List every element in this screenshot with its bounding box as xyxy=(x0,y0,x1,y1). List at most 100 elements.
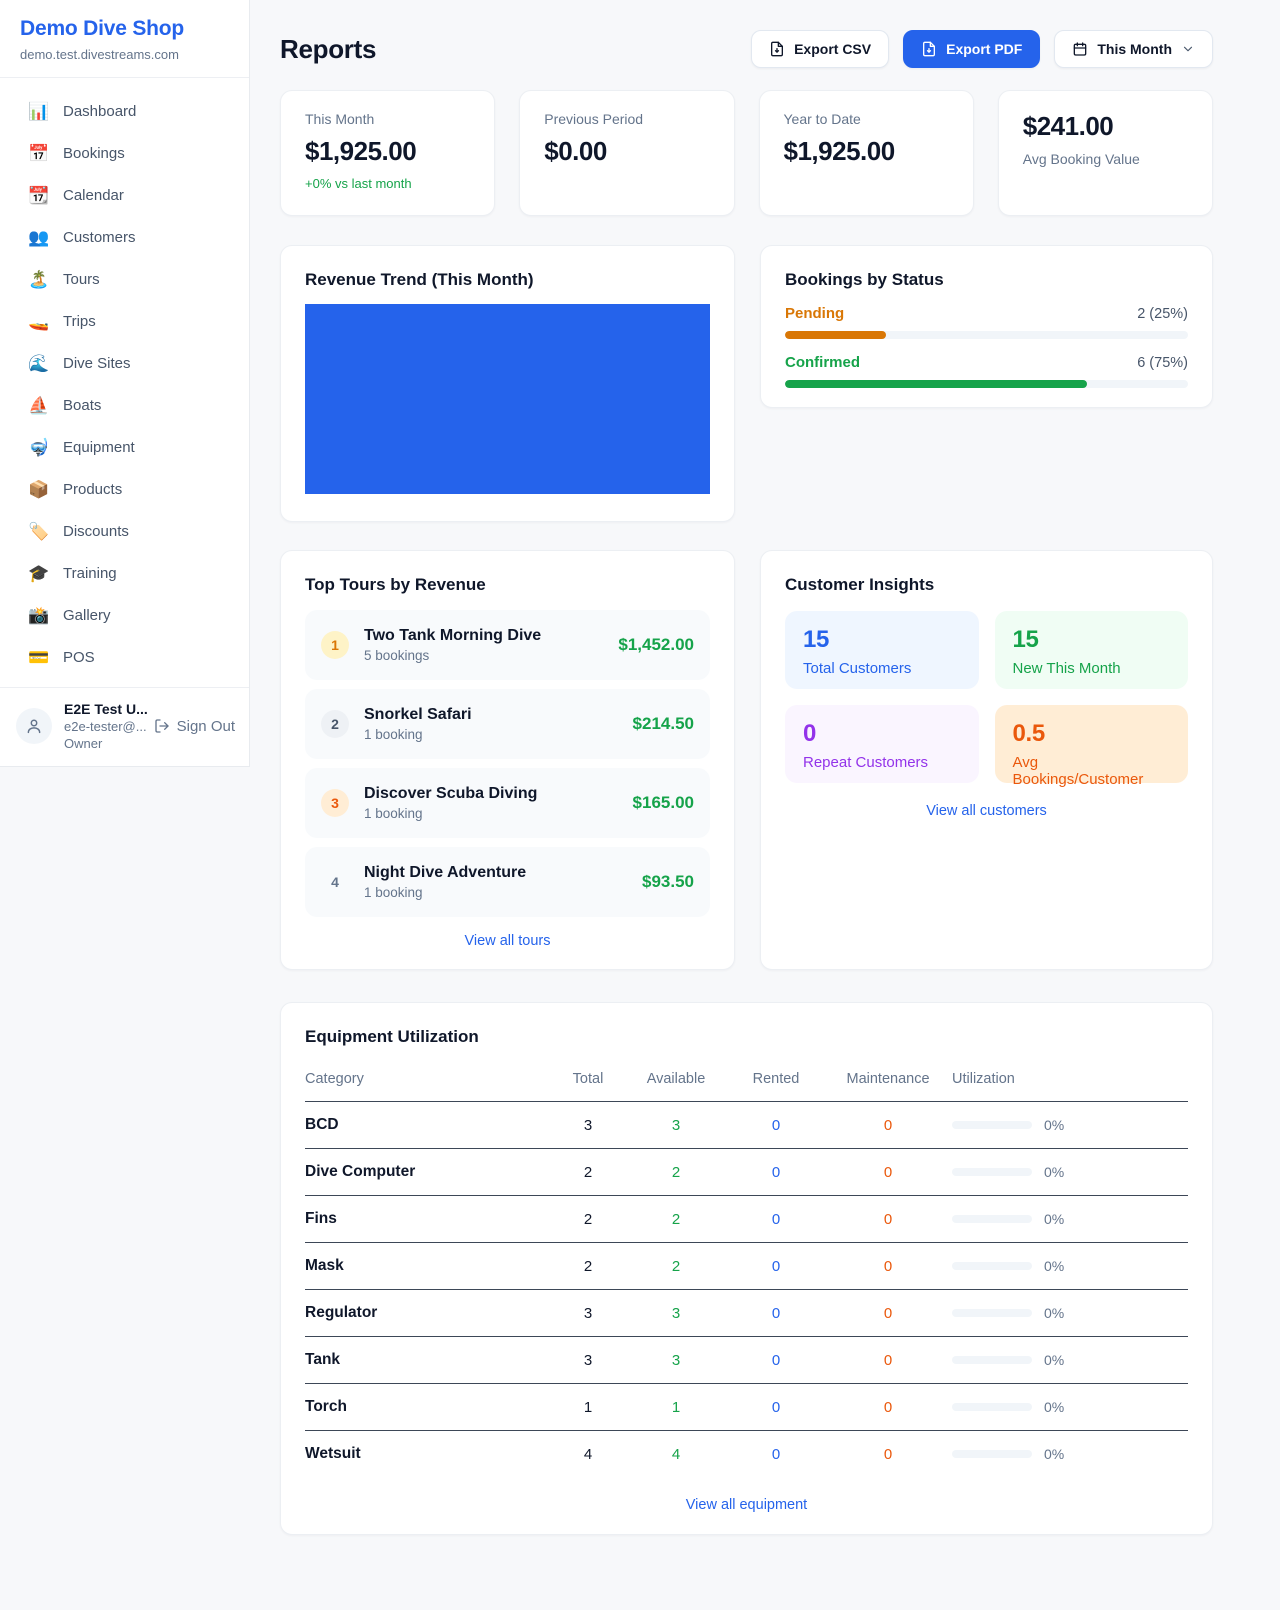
page-title: Reports xyxy=(280,33,377,64)
column-header-rented: Rented xyxy=(752,1071,800,1087)
equipment-category: Mask xyxy=(305,1257,344,1274)
equipment-utilization: 0% xyxy=(952,1305,1188,1321)
sidebar-item-equipment[interactable]: 🤿 Equipment xyxy=(0,427,249,469)
equipment-utilization-card: Equipment Utilization Category Total Avail… xyxy=(280,1002,1213,1535)
customer-insights-title: Customer Insights xyxy=(785,575,935,594)
column-header-utilization: Utilization xyxy=(952,1071,1015,1087)
utilization-bar-track xyxy=(952,1168,1032,1176)
sidebar-item-customers[interactable]: 👥 Customers xyxy=(0,217,249,259)
tour-bookings: 1 booking xyxy=(364,885,423,900)
rank-badge: 4 xyxy=(331,874,339,890)
equipment-utilization: 0% xyxy=(952,1352,1188,1368)
sidebar-item-trips[interactable]: 🚤 Trips xyxy=(0,301,249,343)
equipment-category: Torch xyxy=(305,1398,347,1415)
column-header-total: Total xyxy=(572,1071,604,1087)
stat-label: Avg Booking Value xyxy=(1022,151,1140,167)
export-pdf-button[interactable]: Export PDF xyxy=(903,30,1041,68)
sidebar-item-label: Gallery xyxy=(63,607,111,624)
equipment-maintenance: 0 xyxy=(883,1210,893,1228)
sidebar-item-products[interactable]: 📦 Products xyxy=(0,469,249,511)
equipment-available: 3 xyxy=(671,1351,681,1369)
sidebar-item-dashboard[interactable]: 📊 Dashboard xyxy=(0,91,249,133)
equipment-maintenance: 0 xyxy=(883,1257,893,1275)
sidebar: Demo Dive Shop demo.test.divestreams.com… xyxy=(0,0,250,767)
stat-card-year-to-date: Year to Date $1,925.00 xyxy=(758,90,974,216)
top-tours-title: Top Tours by Revenue xyxy=(305,575,486,594)
sidebar-item-pos[interactable]: 💳 POS xyxy=(0,637,249,679)
equipment-rented: 0 xyxy=(771,1304,781,1322)
equipment-row-tank: Tank 3 3 0 0 0% xyxy=(305,1337,1188,1384)
bookings-by-status-title: Bookings by Status xyxy=(785,270,944,289)
chevron-down-icon xyxy=(1183,46,1193,52)
sidebar-header: Demo Dive Shop demo.test.divestreams.com xyxy=(0,0,249,78)
tour-bookings: 1 booking xyxy=(364,727,423,742)
rank-badge: 3 xyxy=(321,789,349,817)
column-header-available: Available xyxy=(646,1071,706,1087)
equipment-total: 3 xyxy=(583,1304,593,1322)
stat-value: $1,925.00 xyxy=(305,136,417,166)
logout-icon xyxy=(154,719,169,733)
equipment-row-dive-computer: Dive Computer 2 2 0 0 0% xyxy=(305,1149,1188,1196)
utilization-percent: 0% xyxy=(1044,1352,1065,1368)
sidebar-item-boats[interactable]: ⛵ Boats xyxy=(0,385,249,427)
equipment-maintenance: 0 xyxy=(883,1304,893,1322)
equipment-category: Tank xyxy=(305,1351,341,1368)
utilization-percent: 0% xyxy=(1044,1258,1065,1274)
tear-off-calendar-icon: 📆 xyxy=(28,186,50,205)
file-download-icon xyxy=(923,41,936,57)
equipment-total: 2 xyxy=(583,1210,593,1228)
equipment-available: 4 xyxy=(671,1445,681,1463)
equipment-rented: 0 xyxy=(771,1257,781,1275)
export-csv-button[interactable]: Export CSV xyxy=(751,30,890,68)
equipment-utilization: 0% xyxy=(952,1446,1188,1462)
sidebar-item-tours[interactable]: 🏝️ Tours xyxy=(0,259,249,301)
equipment-total: 3 xyxy=(583,1351,593,1369)
rank-badge: 1 xyxy=(321,631,349,659)
status-bar-track xyxy=(785,380,1188,388)
page-header: Reports Export CSV Export PDF This Month xyxy=(280,30,1213,68)
export-pdf-label: Export PDF xyxy=(946,41,1023,57)
sidebar-item-calendar[interactable]: 📆 Calendar xyxy=(0,175,249,217)
insight-tile-new-this-month: 15 New This Month xyxy=(994,611,1188,689)
equipment-category: Dive Computer xyxy=(305,1163,416,1180)
stat-delta: +0% vs last month xyxy=(305,176,412,191)
view-all-equipment-link[interactable]: View all equipment xyxy=(685,1497,808,1513)
sign-out-button[interactable]: Sign Out xyxy=(154,718,235,735)
equipment-maintenance: 0 xyxy=(883,1445,893,1463)
status-bar-fill xyxy=(785,331,886,339)
period-dropdown[interactable]: This Month xyxy=(1054,30,1213,68)
utilization-percent: 0% xyxy=(1044,1305,1065,1321)
credit-card-icon: 💳 xyxy=(28,648,50,667)
sign-out-label: Sign Out xyxy=(176,717,235,735)
equipment-category: BCD xyxy=(305,1116,339,1133)
status-bar-track xyxy=(785,331,1188,339)
sidebar-item-training[interactable]: 🎓 Training xyxy=(0,553,249,595)
calendar-date-icon: 📅 xyxy=(28,144,50,163)
sidebar-item-bookings[interactable]: 📅 Bookings xyxy=(0,133,249,175)
stat-value: $241.00 xyxy=(1022,111,1114,141)
sidebar-item-label: Training xyxy=(63,565,117,582)
sidebar-item-gallery[interactable]: 📸 Gallery xyxy=(0,595,249,637)
equipment-available: 3 xyxy=(671,1304,681,1322)
sidebar-item-label: POS xyxy=(63,649,95,666)
tour-row-night-dive-adventure: 4 Night Dive Adventure 1 booking $93.50 xyxy=(305,847,710,917)
tour-bookings: 5 bookings xyxy=(364,648,430,663)
equipment-utilization: 0% xyxy=(952,1399,1188,1415)
equipment-total: 3 xyxy=(583,1116,593,1134)
user-email: e2e-tester@... xyxy=(64,719,147,734)
sidebar-item-dive-sites[interactable]: 🌊 Dive Sites xyxy=(0,343,249,385)
calendar-icon xyxy=(1074,42,1087,56)
equipment-rented: 0 xyxy=(771,1210,781,1228)
user-name: E2E Test U... xyxy=(64,701,148,717)
sidebar-item-discounts[interactable]: 🏷️ Discounts xyxy=(0,511,249,553)
status-bar-fill xyxy=(785,380,1088,388)
package-icon: 📦 xyxy=(28,480,50,499)
utilization-bar-track xyxy=(952,1403,1032,1411)
column-header-category: Category xyxy=(305,1071,364,1087)
view-all-customers-link[interactable]: View all customers xyxy=(926,803,1047,819)
stats-grid: This Month $1,925.00 +0% vs last month Prev… xyxy=(280,90,1213,216)
view-all-tours-link[interactable]: View all tours xyxy=(464,933,551,949)
main-content: Reports Export CSV Export PDF This Month… xyxy=(250,0,1280,1610)
user-info: E2E Test U... e2e-tester@... Owner xyxy=(64,701,148,751)
tour-revenue: $214.50 xyxy=(632,714,694,733)
